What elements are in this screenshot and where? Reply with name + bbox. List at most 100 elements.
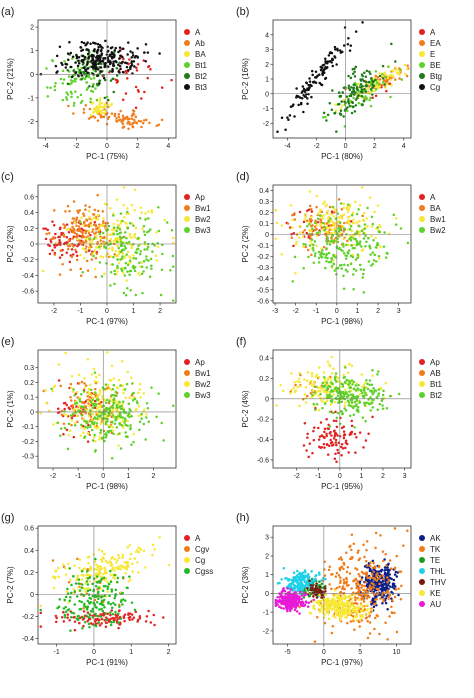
data-point [104, 432, 108, 435]
data-point [392, 578, 396, 582]
data-point [133, 557, 137, 560]
data-point [386, 571, 390, 575]
data-point [339, 202, 343, 205]
legend-marker [419, 381, 425, 387]
data-point [78, 234, 81, 238]
y-tick-label: 0 [265, 232, 269, 239]
data-point [360, 73, 364, 76]
y-tick-label: 4 [265, 32, 269, 39]
data-point [70, 248, 74, 251]
data-point [89, 116, 93, 119]
data-point [123, 231, 127, 234]
data-point [115, 410, 119, 413]
data-point [133, 397, 137, 401]
data-point [106, 587, 109, 591]
data-point [306, 573, 310, 576]
data-point [94, 218, 98, 221]
data-point [66, 58, 70, 61]
data-point [355, 221, 359, 224]
data-point [385, 564, 388, 567]
data-point [112, 576, 115, 580]
data-point [136, 63, 140, 66]
data-point [394, 60, 397, 63]
data-point [95, 66, 98, 69]
data-point [301, 398, 305, 401]
y-tick-label: 2 [30, 25, 34, 32]
data-point [349, 544, 352, 548]
data-point [330, 587, 333, 591]
legend-label: Bw2 [430, 226, 446, 235]
data-point [337, 198, 341, 201]
data-point [333, 112, 336, 115]
data-point [157, 205, 160, 209]
data-point [170, 228, 174, 232]
data-point [86, 358, 90, 361]
legend-label: Bw1 [195, 204, 211, 213]
data-point [340, 400, 343, 404]
data-point [280, 578, 283, 581]
data-point [115, 67, 119, 70]
data-point [323, 621, 327, 625]
data-point [135, 121, 139, 125]
data-point [350, 557, 353, 560]
data-point [56, 606, 59, 610]
data-point [85, 614, 88, 617]
data-point [322, 111, 326, 115]
x-axis-label: PC-1 (97%) [86, 317, 128, 326]
data-point [325, 432, 328, 436]
data-point [100, 622, 103, 625]
data-point [322, 397, 326, 400]
data-point [315, 223, 318, 227]
data-point [313, 391, 317, 394]
data-point [121, 122, 125, 126]
data-point [62, 611, 65, 614]
data-point [346, 207, 350, 211]
data-point [381, 84, 384, 87]
data-point [299, 373, 302, 377]
legend-item-Bw1: Bw1 [184, 369, 211, 378]
data-point [71, 412, 75, 416]
data-point [97, 209, 100, 213]
data-point [397, 593, 400, 597]
data-point [82, 235, 86, 239]
data-point [353, 237, 356, 240]
data-point [386, 607, 389, 611]
data-point [125, 565, 128, 568]
data-point [351, 72, 355, 75]
data-point [51, 249, 54, 252]
data-point [302, 220, 306, 224]
data-point [138, 252, 142, 256]
data-point [116, 240, 119, 244]
data-point [355, 382, 359, 385]
data-point [382, 389, 385, 393]
data-point [346, 399, 350, 403]
data-point [76, 615, 79, 618]
data-point [334, 375, 337, 378]
data-point [83, 386, 86, 390]
data-point [372, 602, 376, 606]
data-point [132, 432, 135, 436]
data-point [289, 204, 293, 207]
data-point [298, 575, 302, 579]
y-axis-label: PC-2 (4%) [241, 390, 250, 428]
data-point [96, 217, 100, 221]
data-point [72, 245, 75, 248]
panel-label: (g) [1, 512, 14, 524]
data-point [101, 210, 105, 213]
x-tick-label: 2 [158, 308, 162, 315]
data-point [136, 401, 139, 405]
data-point [94, 440, 97, 443]
data-point [344, 381, 347, 384]
data-point [358, 243, 361, 246]
data-point [66, 587, 69, 591]
data-point [319, 421, 323, 424]
data-point [323, 430, 326, 434]
data-point [306, 248, 310, 252]
data-point [369, 409, 372, 412]
data-point [109, 271, 113, 274]
data-point [349, 262, 353, 266]
x-tick-label: -2 [313, 143, 319, 150]
data-point [384, 577, 387, 581]
x-tick-label: -4 [284, 143, 290, 150]
data-point [346, 621, 349, 625]
